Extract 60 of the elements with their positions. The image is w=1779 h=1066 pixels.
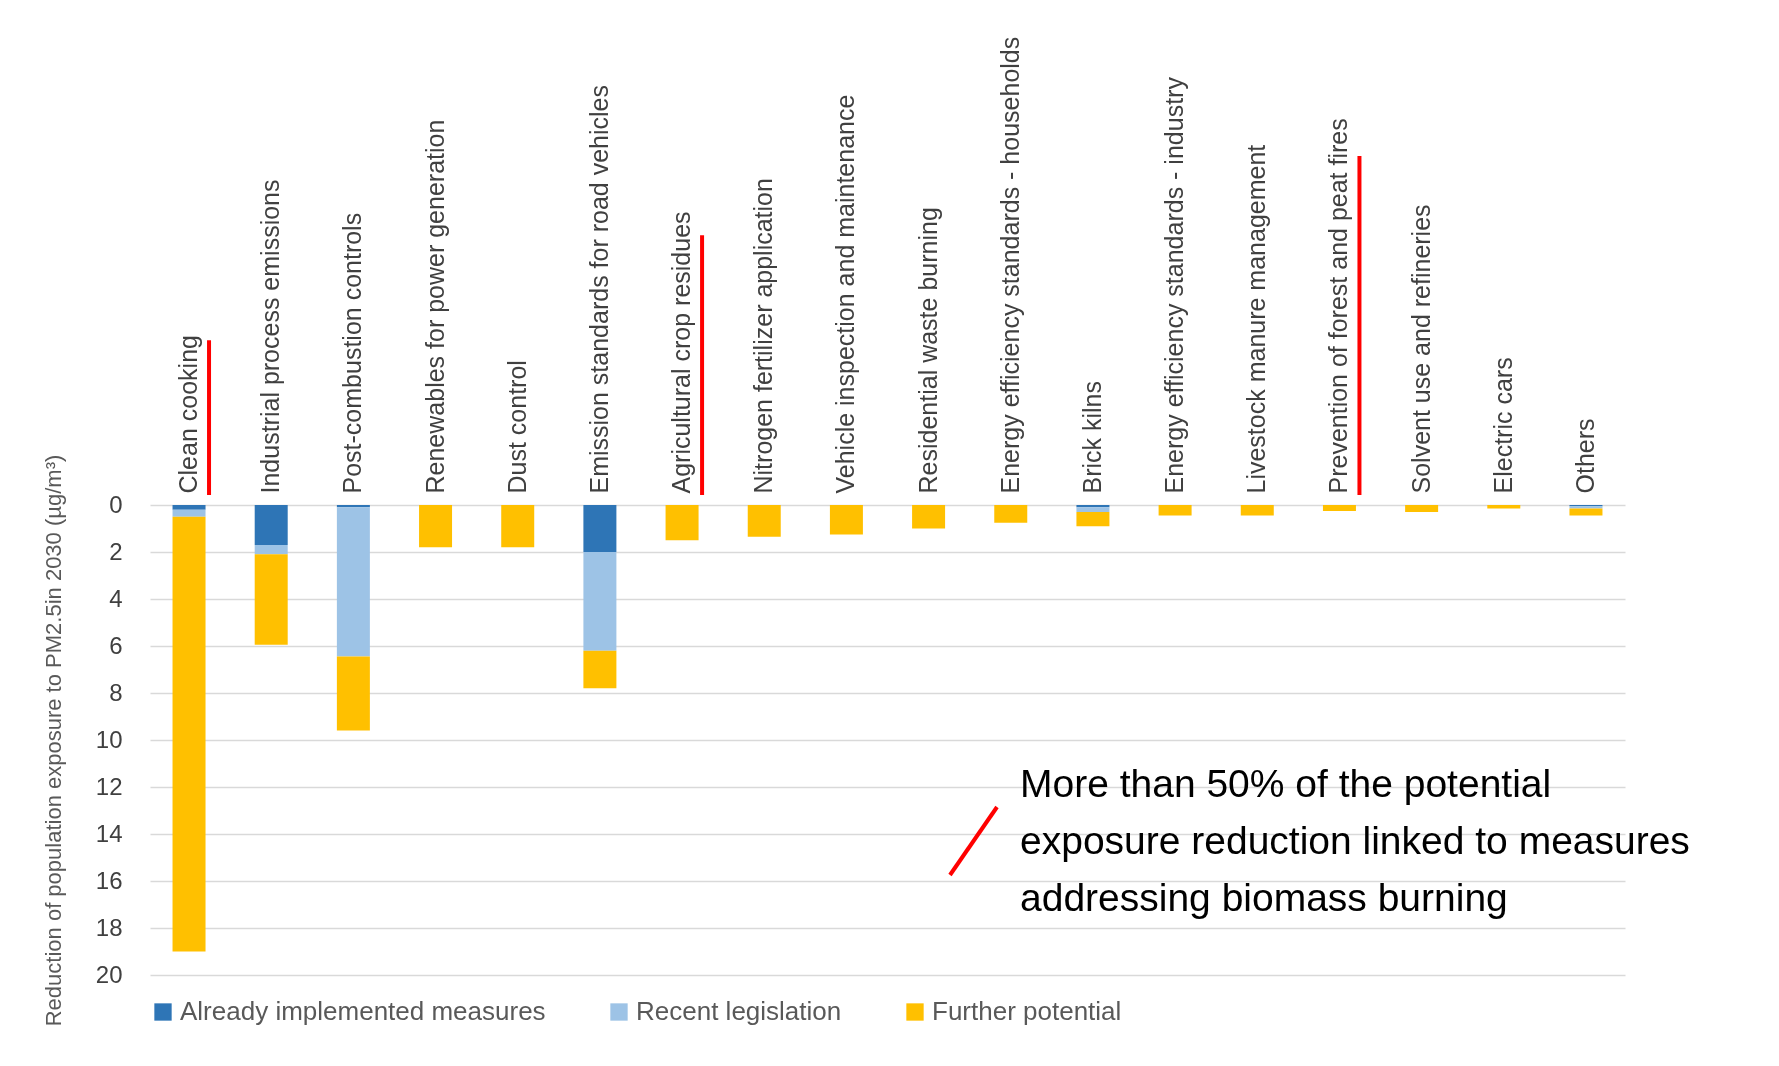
y-tick-label: 12 <box>95 772 123 800</box>
x-tick-label: Livestock manure management <box>1242 144 1271 494</box>
annotation: More than 50% of the potential exposure reduction linked to measures addressing biomass burning <box>1020 761 1691 921</box>
legend-label: Already implemented measures <box>180 996 546 1026</box>
bar <box>1569 508 1603 516</box>
bar <box>1240 505 1274 516</box>
bar <box>1487 505 1521 509</box>
bar <box>665 505 699 541</box>
bar <box>501 505 535 548</box>
x-tick-label: Vehicle inspection and maintenance <box>831 94 860 494</box>
y-tick-label: 8 <box>109 678 123 706</box>
x-tick-label: Post-combustion controls <box>338 212 367 494</box>
bar <box>336 507 370 657</box>
legend-label: Recent legislation <box>636 996 842 1026</box>
x-tick-label: Agricultural crop residues <box>667 211 696 494</box>
x-tick-label: Others <box>1570 418 1599 494</box>
y-tick-label: 6 <box>109 631 123 659</box>
x-tick-label: Brick kilns <box>1077 380 1106 494</box>
bar <box>994 505 1028 523</box>
legend-label: Further potential <box>932 996 1122 1026</box>
x-tick-label: Industrial process emissions <box>256 179 285 494</box>
x-tick-label: Clean cooking <box>174 335 203 494</box>
bar <box>583 552 617 651</box>
x-tick-label: Energy efficiency standards - industry <box>1160 76 1189 494</box>
bar <box>1158 505 1192 516</box>
bar <box>254 505 288 545</box>
y-axis-title: Reduction of population exposure to PM2.5in 2030 (µg/m³) <box>40 454 66 1027</box>
y-tick-label: 4 <box>109 584 123 612</box>
bar <box>1322 505 1356 511</box>
bar <box>172 509 206 517</box>
x-tick-label: Emission standards for road vehicles <box>584 84 613 494</box>
y-tick-label: 16 <box>95 866 123 894</box>
bar <box>829 505 863 535</box>
y-tick-label: 18 <box>95 913 123 941</box>
x-tick-label: Nitrogen fertilizer application <box>749 178 778 494</box>
x-tick-label: Electric cars <box>1488 357 1517 494</box>
x-tick-label: Renewables for power generation <box>420 119 449 494</box>
bar <box>254 554 288 645</box>
x-tick-label: Residential waste burning <box>913 207 942 494</box>
bar <box>172 516 206 952</box>
bar <box>1405 505 1439 513</box>
y-tick-label: 20 <box>95 960 123 988</box>
y-tick-label: 2 <box>109 537 123 565</box>
y-tick-label: 10 <box>95 725 123 753</box>
bar <box>583 505 617 552</box>
bar <box>172 505 206 510</box>
bar <box>336 656 370 731</box>
x-tick-label: Prevention of forest and peat fires <box>1324 118 1353 494</box>
bar <box>1076 512 1110 527</box>
bar <box>747 505 781 537</box>
y-tick-label: 14 <box>95 819 123 847</box>
bar <box>254 544 288 555</box>
x-tick-label: Energy efficiency standards - households <box>995 36 1024 494</box>
x-tick-label: Solvent use and refineries <box>1406 204 1435 494</box>
bar <box>419 505 453 548</box>
bar <box>583 650 617 689</box>
bar <box>912 505 946 529</box>
x-tick-label: Dust control <box>502 360 531 494</box>
y-tick-label: 0 <box>109 490 123 518</box>
bar <box>1076 507 1110 513</box>
